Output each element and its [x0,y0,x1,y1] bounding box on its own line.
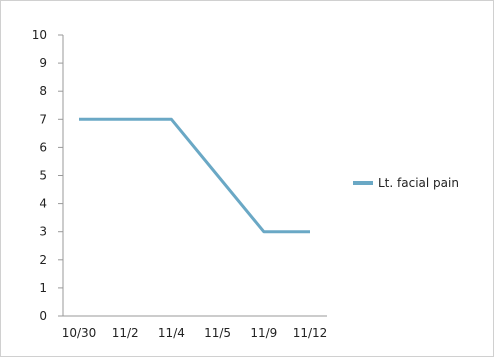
series-line [79,117,310,234]
y-tick-label: 9 [39,56,47,70]
y-tick-label: 10 [32,28,47,42]
x-tick-label: 11/4 [158,326,185,340]
legend: Lt. facial pain [353,176,459,190]
x-tick-label: 11/5 [204,326,231,340]
legend-label: Lt. facial pain [378,176,459,190]
y-tick-label: 5 [39,169,47,183]
y-axis: 0 1 2 3 4 5 6 7 8 9 10 [32,28,64,323]
y-tick-label: 0 [39,309,47,323]
x-tick-label: 11/9 [250,326,277,340]
y-tick-label: 7 [39,112,47,126]
y-tick-label: 2 [39,253,47,267]
y-tick-label: 6 [39,140,47,154]
y-tick-label: 8 [39,84,47,98]
series-lines [79,117,310,234]
x-tick-label: 11/2 [112,326,139,340]
y-tick-label: 4 [39,197,47,211]
x-tick-label: 11/12 [293,326,328,340]
y-tick-label: 3 [39,225,47,239]
x-tick-label: 10/30 [62,326,97,340]
x-axis: 10/30 11/2 11/4 11/5 11/9 11/12 [62,315,328,340]
y-tick-label: 1 [39,281,47,295]
